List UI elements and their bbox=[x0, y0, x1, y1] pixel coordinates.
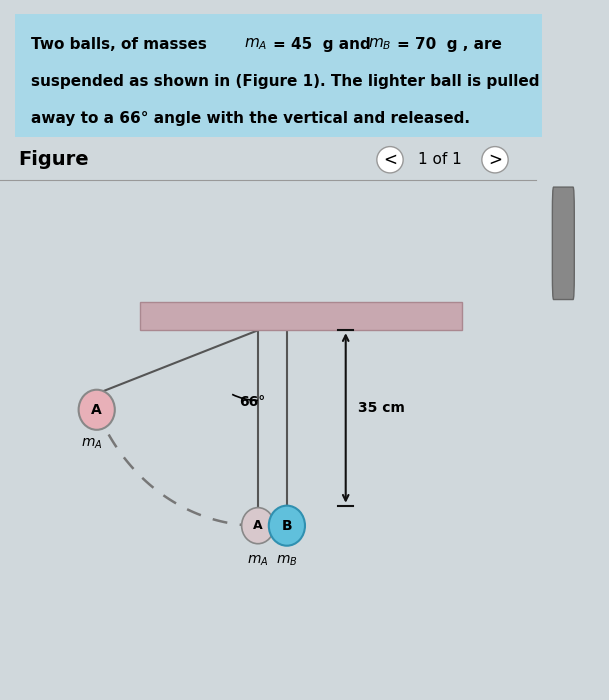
Text: >: > bbox=[488, 150, 502, 169]
Text: away to a 66° angle with the vertical and released.: away to a 66° angle with the vertical an… bbox=[31, 111, 470, 125]
Circle shape bbox=[269, 505, 305, 546]
Text: 66°: 66° bbox=[239, 395, 266, 409]
Text: Figure: Figure bbox=[18, 150, 89, 169]
Text: $m_B$: $m_B$ bbox=[368, 37, 392, 52]
Text: Two balls, of masses: Two balls, of masses bbox=[31, 37, 212, 52]
Text: A: A bbox=[253, 519, 262, 532]
Text: $m_B$: $m_B$ bbox=[276, 554, 298, 568]
Text: = 45  g and: = 45 g and bbox=[273, 37, 376, 52]
Text: 1 of 1: 1 of 1 bbox=[418, 153, 462, 167]
Text: $m_A$: $m_A$ bbox=[82, 437, 103, 451]
Text: $m_A$: $m_A$ bbox=[244, 37, 268, 52]
Text: = 70  g , are: = 70 g , are bbox=[397, 37, 502, 52]
Text: A: A bbox=[91, 402, 102, 416]
Circle shape bbox=[79, 390, 115, 430]
Bar bbox=[140, 302, 462, 330]
Text: <: < bbox=[383, 150, 397, 169]
Text: B: B bbox=[281, 519, 292, 533]
Text: suspended as shown in (Figure 1). The lighter ball is pulled: suspended as shown in (Figure 1). The li… bbox=[31, 74, 540, 89]
Text: 35 cm: 35 cm bbox=[358, 401, 405, 415]
FancyBboxPatch shape bbox=[552, 187, 574, 300]
Text: $m_A$: $m_A$ bbox=[247, 554, 269, 568]
Circle shape bbox=[242, 508, 274, 544]
